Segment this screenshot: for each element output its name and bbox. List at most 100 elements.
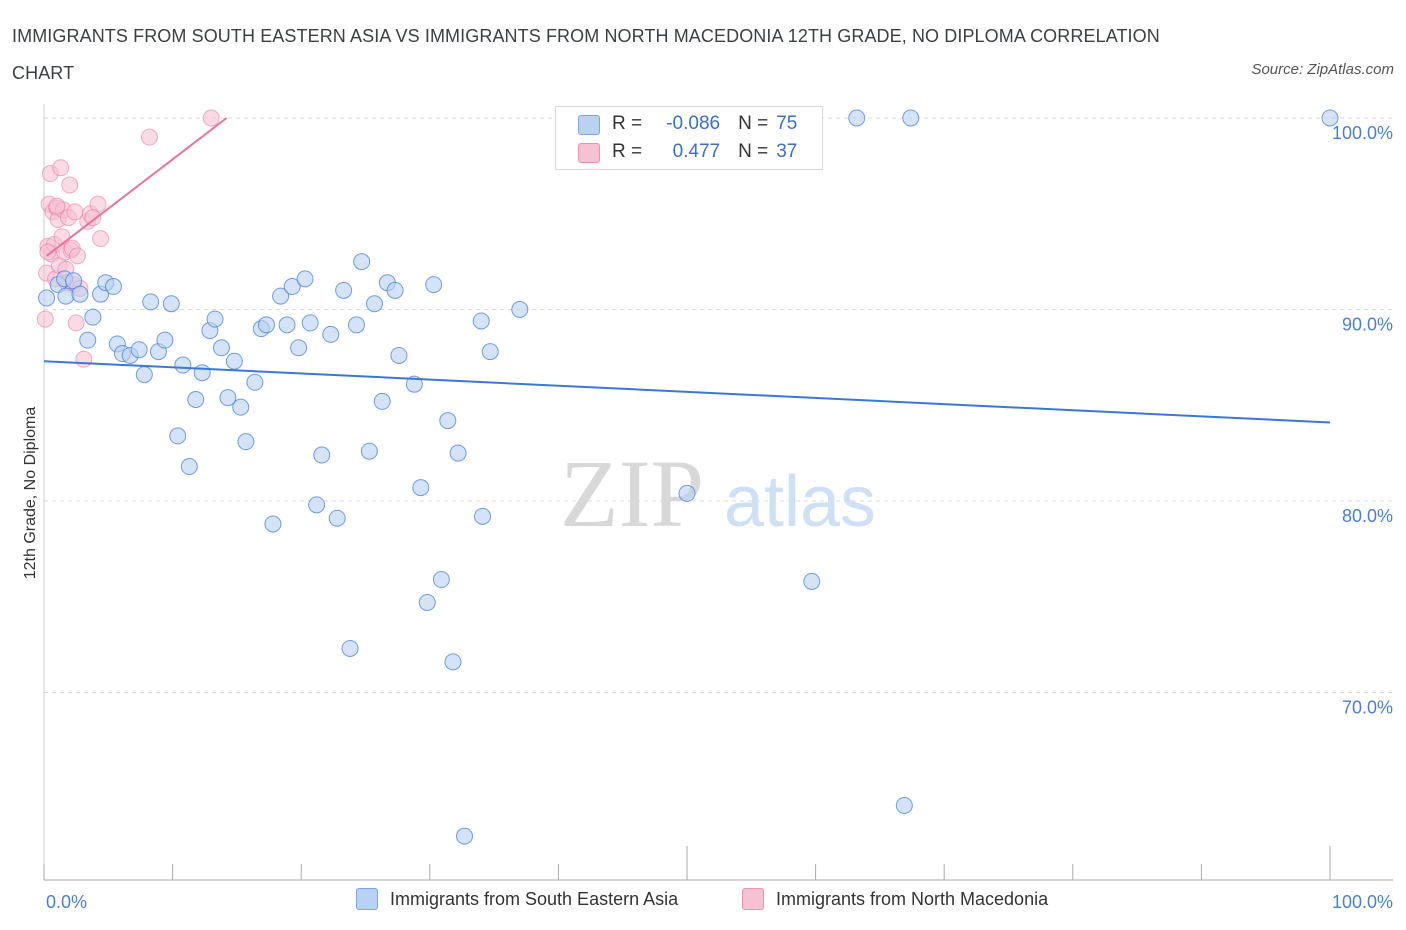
legend-swatch-blue — [356, 888, 378, 910]
data-point-south-eastern-asia — [264, 515, 282, 533]
data-point-south-eastern-asia — [187, 391, 205, 409]
data-point-south-eastern-asia — [84, 308, 102, 326]
data-point-south-eastern-asia — [246, 373, 264, 391]
data-point-south-eastern-asia — [472, 312, 490, 330]
data-point-south-eastern-asia — [290, 339, 308, 357]
y-tick-label: 90.0% — [1342, 315, 1393, 335]
legend-label-south-eastern-asia: Immigrants from South Eastern Asia — [390, 888, 679, 909]
data-point-south-eastern-asia — [313, 446, 331, 464]
legend-n-label: N = — [738, 141, 769, 162]
data-point-north-macedonia — [67, 314, 85, 332]
stats-legend: R = -0.086 N = 75 R = 0.477 N = 37 — [555, 106, 823, 170]
trend-lines — [43, 117, 1331, 424]
x-tick-label: 100.0% — [1332, 892, 1393, 912]
data-point-south-eastern-asia — [57, 287, 75, 305]
data-point-south-eastern-asia — [296, 270, 314, 288]
data-point-south-eastern-asia — [174, 356, 192, 374]
legend-swatch-pink — [742, 888, 764, 910]
data-point-south-eastern-asia — [481, 343, 499, 361]
source-label: Source: ZipAtlas.com — [1251, 61, 1394, 78]
tick-labels: 100.0% 90.0% 80.0% 70.0% 0.0% 100.0% — [46, 123, 1393, 912]
data-point-north-macedonia — [52, 159, 70, 177]
chart-title: IMMIGRANTS FROM SOUTH EASTERN ASIA VS IM… — [12, 26, 1160, 83]
data-point-south-eastern-asia — [353, 253, 371, 271]
data-point-south-eastern-asia — [895, 796, 913, 814]
legend-r-value: 0.477 — [672, 141, 721, 162]
legend-swatch-blue — [578, 115, 600, 135]
data-point-south-eastern-asia — [301, 314, 319, 332]
data-point-north-macedonia — [39, 243, 57, 261]
legend-r-label: R = — [612, 141, 643, 162]
legend-row-blue: R = -0.086 N = 75 — [578, 111, 798, 137]
legend-r-label: R = — [612, 113, 643, 134]
series-north-macedonia-points — [36, 109, 220, 368]
data-point-north-macedonia — [202, 109, 220, 127]
data-point-south-eastern-asia — [1321, 109, 1339, 127]
data-point-south-eastern-asia — [405, 375, 423, 393]
watermark-atlas: atlas — [724, 462, 876, 542]
data-point-south-eastern-asia — [142, 293, 160, 311]
data-point-north-macedonia — [140, 128, 158, 146]
data-point-south-eastern-asia — [366, 295, 384, 313]
data-point-south-eastern-asia — [219, 389, 237, 407]
legend-label-north-macedonia: Immigrants from North Macedonia — [776, 888, 1049, 909]
data-point-north-macedonia — [36, 310, 54, 328]
data-point-south-eastern-asia — [156, 331, 174, 349]
legend-r-value: -0.086 — [666, 113, 721, 134]
data-point-south-eastern-asia — [439, 412, 457, 430]
data-point-south-eastern-asia — [373, 392, 391, 410]
data-point-north-macedonia — [92, 230, 110, 248]
data-point-south-eastern-asia — [71, 285, 89, 303]
legend-item-north-macedonia: Immigrants from North Macedonia — [742, 888, 1048, 910]
y-axis-label: 12th Grade, No Diploma — [22, 407, 39, 580]
data-point-north-macedonia — [61, 176, 79, 194]
data-point-north-macedonia — [84, 209, 102, 227]
data-point-south-eastern-asia — [169, 427, 187, 445]
data-point-south-eastern-asia — [803, 572, 821, 590]
data-point-south-eastern-asia — [511, 301, 529, 318]
watermark: ZIP atlas — [560, 440, 876, 547]
data-point-south-eastern-asia — [418, 593, 436, 611]
data-point-south-eastern-asia — [308, 496, 326, 514]
data-point-south-eastern-asia — [193, 364, 211, 382]
data-point-south-eastern-asia — [335, 281, 353, 299]
x-tick-label: 0.0% — [46, 892, 87, 912]
axes — [43, 104, 1393, 881]
y-tick-label: 80.0% — [1342, 506, 1393, 526]
data-point-south-eastern-asia — [237, 433, 255, 451]
data-point-south-eastern-asia — [449, 444, 467, 462]
data-point-south-eastern-asia — [272, 287, 290, 305]
data-point-south-eastern-asia — [206, 310, 224, 328]
legend-n-label: N = — [738, 113, 769, 134]
data-point-south-eastern-asia — [347, 316, 365, 334]
data-point-south-eastern-asia — [278, 316, 296, 334]
data-point-south-eastern-asia — [412, 479, 430, 497]
data-point-north-macedonia — [48, 197, 66, 215]
data-point-south-eastern-asia — [283, 278, 301, 296]
data-point-south-eastern-asia — [444, 653, 462, 671]
data-point-south-eastern-asia — [360, 442, 378, 460]
legend-swatch-pink — [578, 143, 600, 163]
data-point-south-eastern-asia — [432, 571, 450, 589]
trend-line-south-eastern-asia — [43, 360, 1331, 424]
y-tick-label: 100.0% — [1332, 123, 1393, 143]
data-point-south-eastern-asia — [130, 341, 148, 359]
data-point-south-eastern-asia — [162, 295, 180, 313]
data-point-south-eastern-asia — [212, 339, 230, 357]
series-south-eastern-asia-points — [38, 109, 1339, 845]
data-point-south-eastern-asia — [322, 325, 340, 343]
trend-line-north-macedonia — [45, 117, 228, 257]
legend-n-value: 75 — [776, 113, 798, 134]
data-point-south-eastern-asia — [474, 507, 492, 525]
data-point-south-eastern-asia — [135, 366, 153, 384]
data-point-south-eastern-asia — [425, 276, 443, 294]
data-point-south-eastern-asia — [848, 109, 866, 127]
data-point-north-macedonia — [75, 350, 93, 368]
data-point-south-eastern-asia — [104, 278, 122, 296]
data-point-south-eastern-asia — [180, 458, 198, 476]
legend-n-value: 37 — [776, 141, 798, 162]
legend-row-pink: R = 0.477 N = 37 — [578, 139, 798, 165]
data-point-south-eastern-asia — [225, 352, 243, 370]
y-tick-label: 70.0% — [1342, 698, 1393, 718]
